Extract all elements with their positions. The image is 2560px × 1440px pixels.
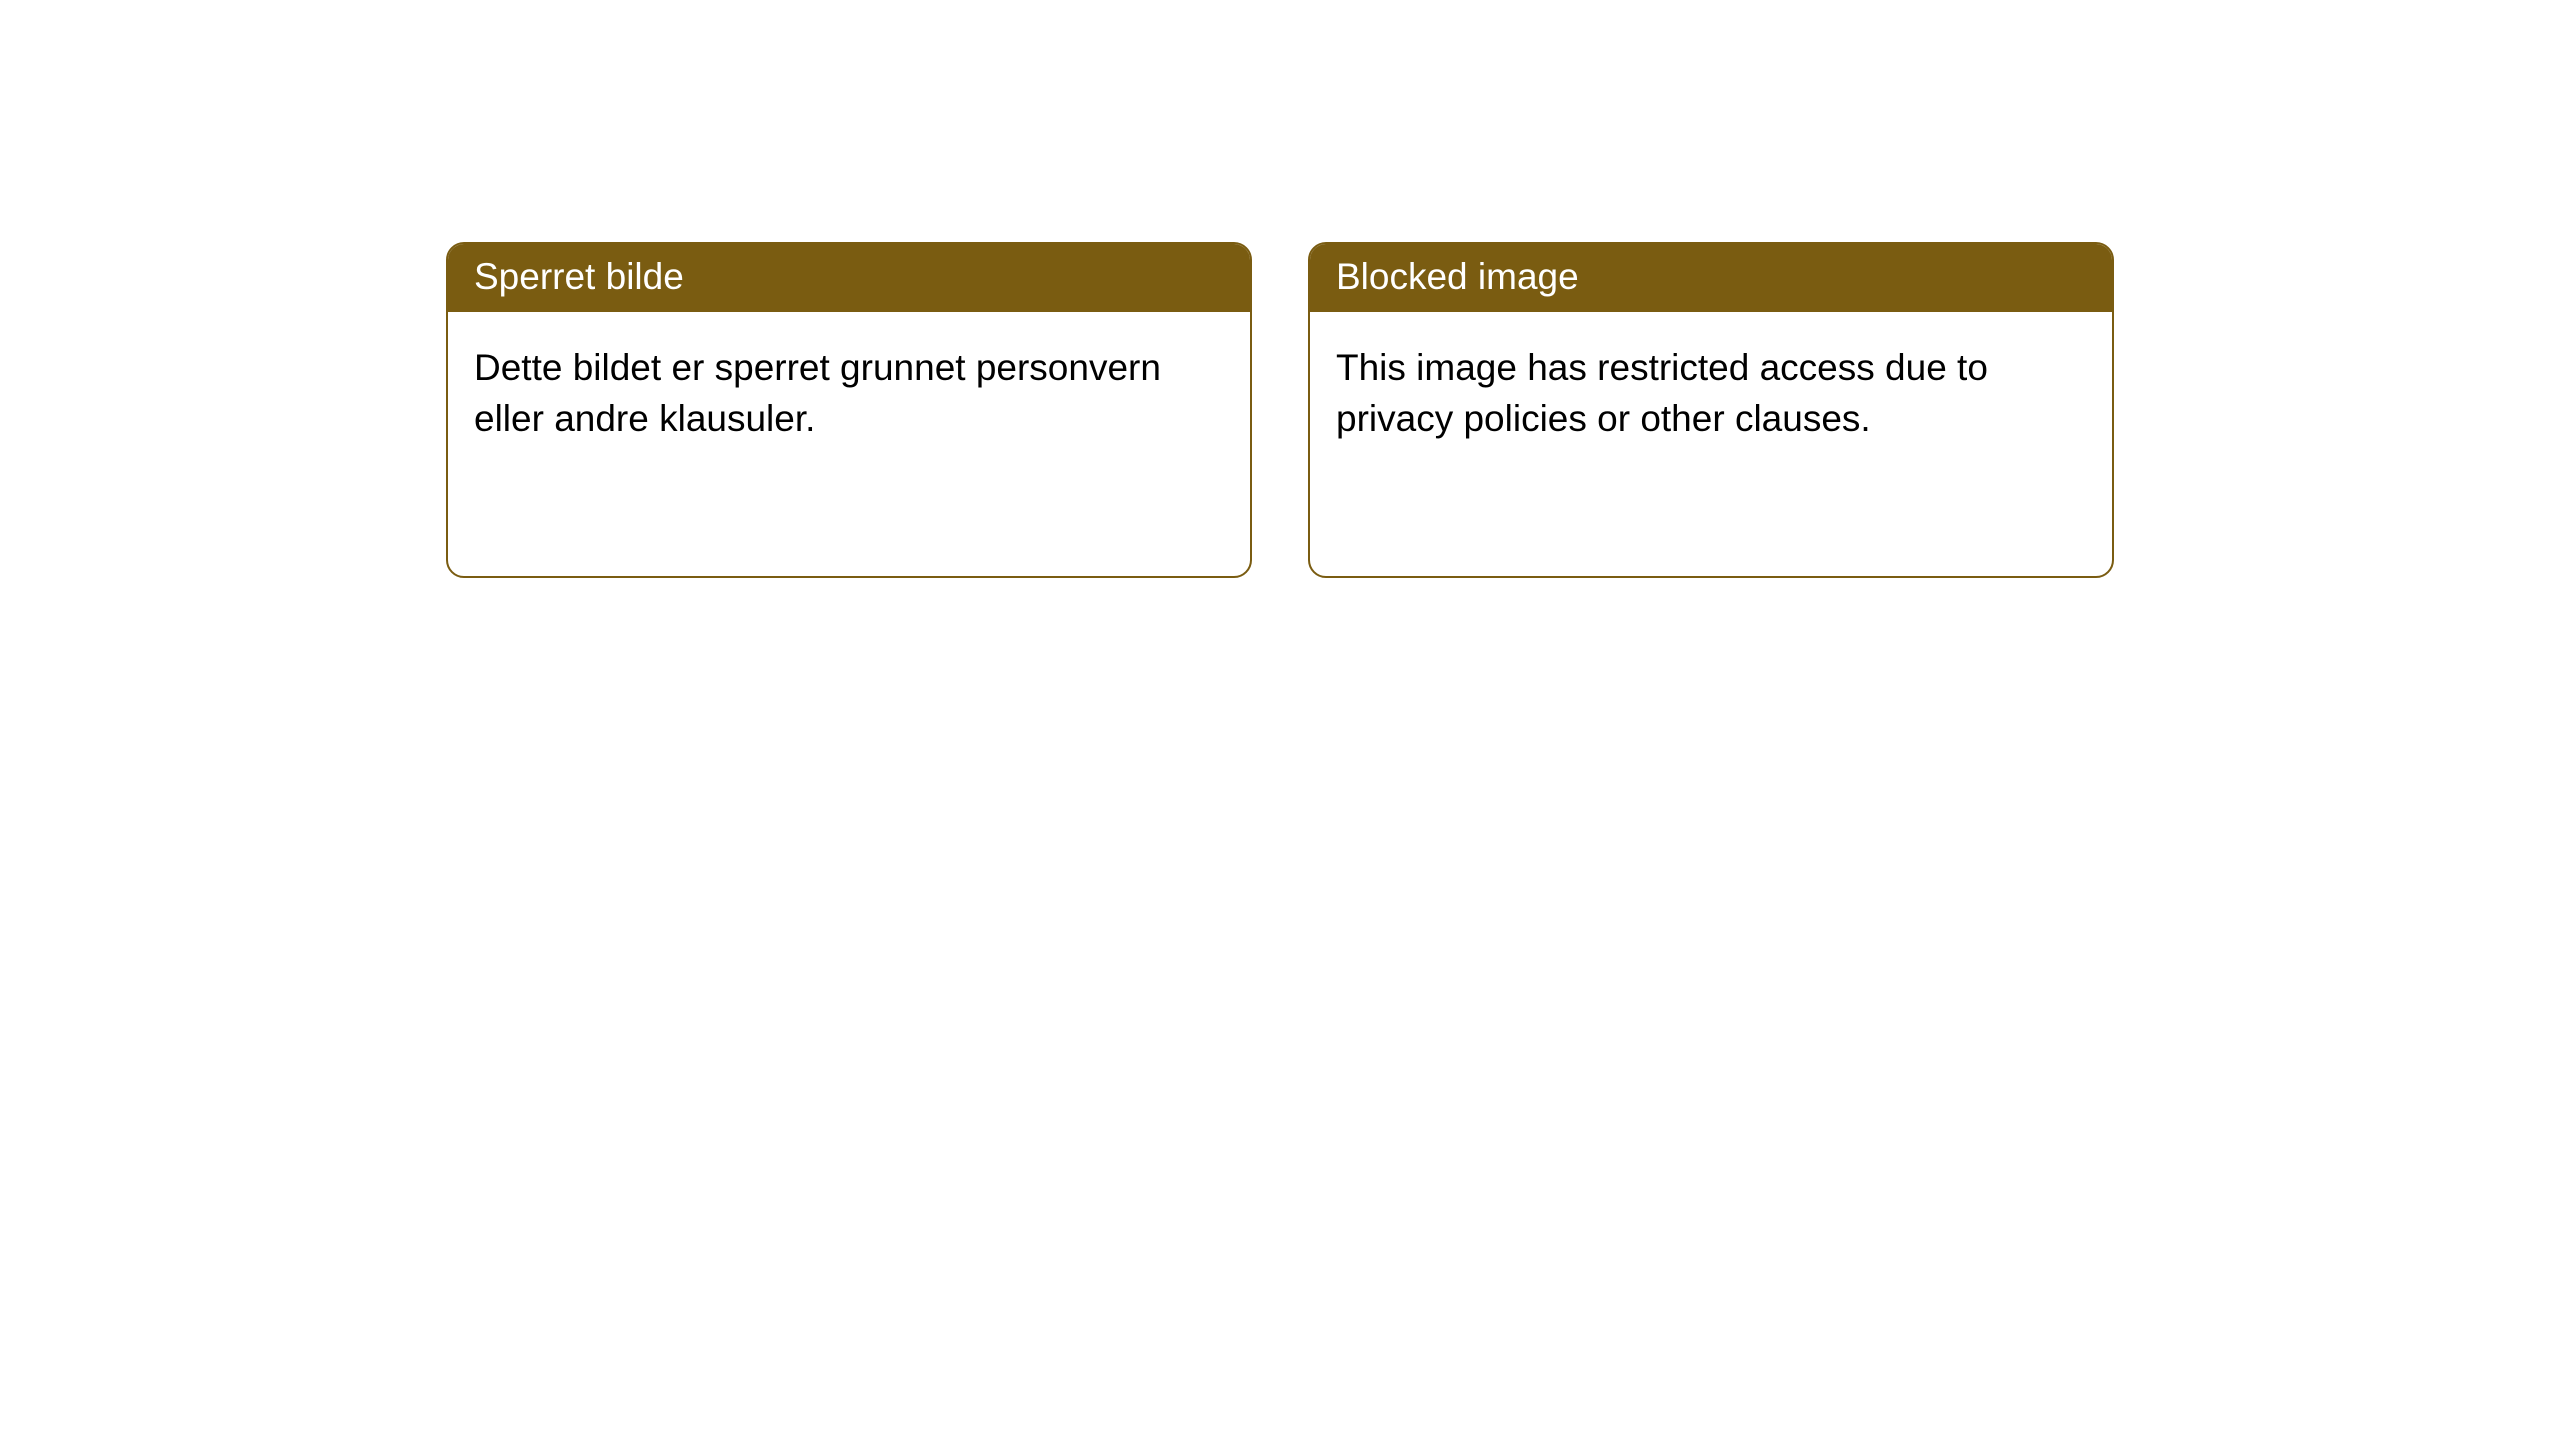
notice-card-english: Blocked image This image has restricted … <box>1308 242 2114 578</box>
notice-card-norwegian: Sperret bilde Dette bildet er sperret gr… <box>446 242 1252 578</box>
card-body: Dette bildet er sperret grunnet personve… <box>448 312 1250 474</box>
card-title: Sperret bilde <box>448 244 1250 312</box>
card-body: This image has restricted access due to … <box>1310 312 2112 474</box>
card-title: Blocked image <box>1310 244 2112 312</box>
notice-container: Sperret bilde Dette bildet er sperret gr… <box>0 0 2560 578</box>
